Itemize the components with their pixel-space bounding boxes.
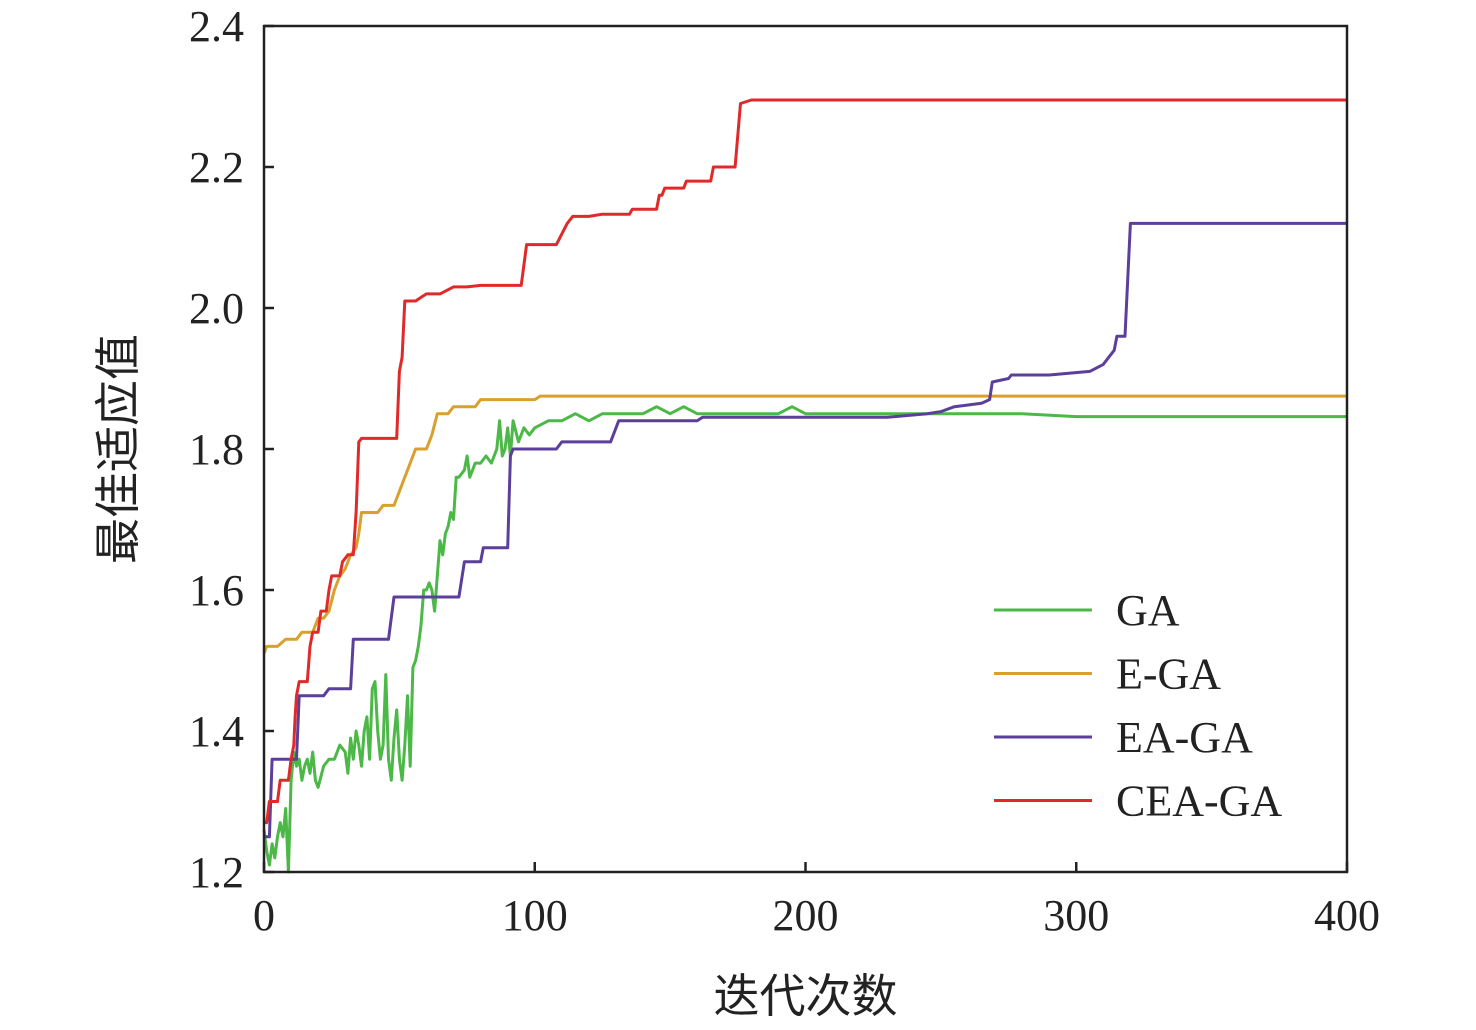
y-tick-label: 2.4 bbox=[189, 2, 244, 51]
x-tick-label: 400 bbox=[1314, 891, 1380, 940]
y-tick-label: 1.8 bbox=[189, 425, 244, 474]
series-line-ga bbox=[262, 405, 1347, 874]
x-tick-label: 0 bbox=[253, 891, 275, 940]
legend-label-ga: GA bbox=[1116, 586, 1180, 635]
series-layer bbox=[262, 98, 1347, 874]
series-line-e-ga bbox=[262, 394, 1347, 654]
y-tick-label: 1.6 bbox=[189, 566, 244, 615]
y-tick-label: 1.4 bbox=[189, 707, 244, 756]
x-axis-label: 迭代次数 bbox=[714, 971, 898, 1022]
y-tick-label: 1.2 bbox=[189, 848, 244, 897]
x-tick-label: 200 bbox=[773, 891, 839, 940]
y-axis-label: 最佳适应值 bbox=[93, 334, 144, 564]
legend-label-e-ga: E-GA bbox=[1116, 650, 1221, 699]
y-tick-label: 2.2 bbox=[189, 143, 244, 192]
x-tick-label: 300 bbox=[1043, 891, 1109, 940]
legend-label-ea-ga: EA-GA bbox=[1116, 713, 1253, 762]
x-tick-label: 100 bbox=[502, 891, 568, 940]
series-line-ea-ga bbox=[264, 221, 1347, 839]
legend: GA E-GA EA-GA CEA-GA bbox=[994, 586, 1282, 826]
legend-label-cea-ga: CEA-GA bbox=[1116, 777, 1282, 826]
ticks-layer: 0 100 200 300 400 1.2 1.4 1.6 1.8 2.0 2.2 2.4 bbox=[189, 2, 1380, 940]
series-line-cea-ga bbox=[264, 98, 1347, 825]
y-tick-label: 2.0 bbox=[189, 284, 244, 333]
